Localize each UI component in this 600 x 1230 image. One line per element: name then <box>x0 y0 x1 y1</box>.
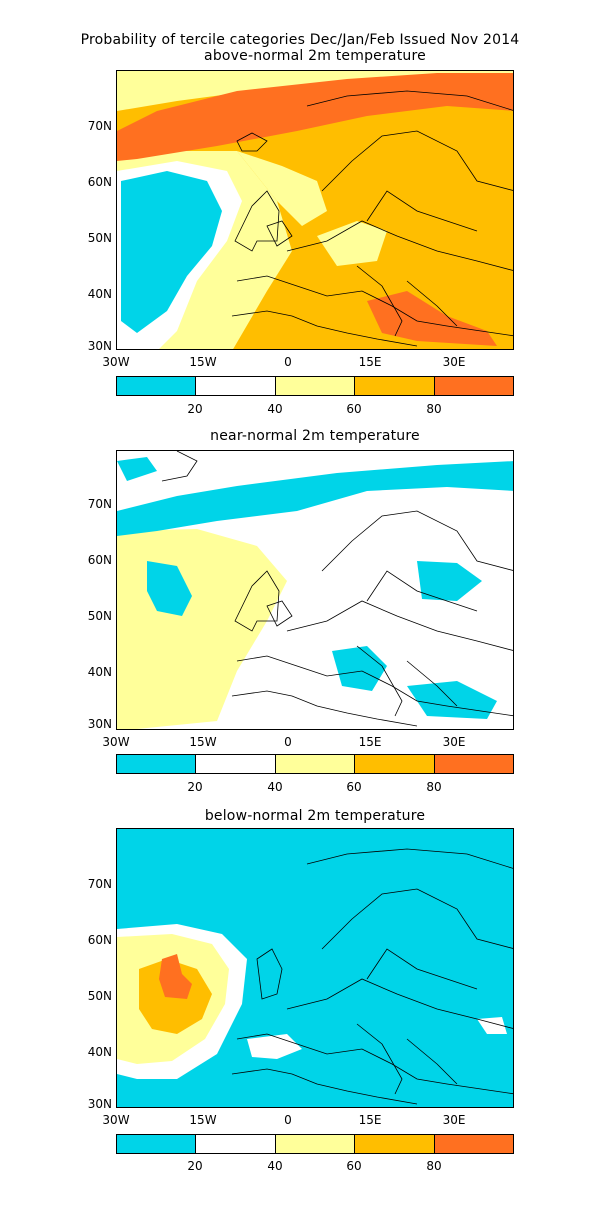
field-80-100-balkans <box>367 291 497 346</box>
lat-label-40n: 40N <box>87 287 112 301</box>
colorbar-segment-0-20 <box>117 1135 196 1153</box>
panel-title-above-normal: above-normal 2m temperature <box>204 48 426 64</box>
colorbar-label-80: 80 <box>426 780 442 794</box>
lat-label-30n: 30N <box>87 339 112 353</box>
colorbar-label-80: 80 <box>426 402 442 416</box>
colorbar-near-normal <box>116 754 514 774</box>
colorbar-segment-60-80 <box>354 755 434 773</box>
colorbar-segment-80-100 <box>433 755 514 773</box>
field-0-20-greenland <box>117 457 157 481</box>
field-0-20-east-med <box>407 681 497 719</box>
field-0-20-north-band <box>117 461 513 536</box>
panel-title-near-normal: near-normal 2m temperature <box>210 428 420 444</box>
lat-label-70n: 70N <box>87 119 112 133</box>
colorbar-label-20: 20 <box>187 402 203 416</box>
colorbar-label-60: 60 <box>346 780 362 794</box>
lon-label-30e: 30E <box>442 735 466 749</box>
colorbar-segment-0-20 <box>117 377 196 395</box>
map-above-normal <box>116 70 514 350</box>
coastlines <box>231 848 513 1105</box>
colorbar-label-40: 40 <box>267 780 283 794</box>
field-80-100-atlantic <box>159 954 192 999</box>
field-0-20-italy <box>332 646 387 691</box>
colorbar-label-20: 20 <box>187 1159 203 1173</box>
colorbar-label-80: 80 <box>426 1159 442 1173</box>
field-80-100-north-band <box>117 73 513 161</box>
colorbar-segment-20-40 <box>195 1135 275 1153</box>
figure-title: Probability of tercile categories Dec/Ja… <box>80 32 520 48</box>
colorbar-segment-80-100 <box>433 1135 514 1153</box>
lat-label-40n: 40N <box>87 665 112 679</box>
lon-label-15e: 15E <box>358 735 382 749</box>
coastlines <box>161 451 513 727</box>
lon-label-30w: 30W <box>102 1113 130 1127</box>
lon-label-15w: 15W <box>189 735 217 749</box>
colorbar-above-normal <box>116 376 514 396</box>
field-0-20-atlantic <box>121 171 222 333</box>
lon-label-15e: 15E <box>358 355 382 369</box>
map-near-normal <box>116 450 514 730</box>
map-below-normal <box>116 828 514 1108</box>
field-40-60-central <box>317 221 387 266</box>
lat-label-30n: 30N <box>87 1097 112 1111</box>
lon-label-0: 0 <box>284 735 292 749</box>
lon-label-15w: 15W <box>189 355 217 369</box>
coastlines <box>231 90 513 347</box>
colorbar-segment-20-40 <box>195 755 275 773</box>
colorbar-label-60: 60 <box>346 402 362 416</box>
lat-label-70n: 70N <box>87 497 112 511</box>
field-20-40-iberia <box>247 1034 302 1059</box>
lon-label-30w: 30W <box>102 355 130 369</box>
lat-label-50n: 50N <box>87 989 112 1003</box>
lon-label-30e: 30E <box>442 355 466 369</box>
colorbar-segment-40-60 <box>274 755 355 773</box>
lon-label-0: 0 <box>284 1113 292 1127</box>
field-0-20-atlantic-patch <box>147 561 192 616</box>
colorbar-segment-40-60 <box>274 377 355 395</box>
colorbar-label-40: 40 <box>267 402 283 416</box>
panel-title-below-normal: below-normal 2m temperature <box>204 808 426 824</box>
lon-label-30w: 30W <box>102 735 130 749</box>
field-40-60-uk <box>237 151 327 226</box>
lat-label-40n: 40N <box>87 1045 112 1059</box>
colorbar-segment-80-100 <box>433 377 514 395</box>
colorbar-label-20: 20 <box>187 780 203 794</box>
colorbar-segment-0-20 <box>117 755 196 773</box>
lat-label-60n: 60N <box>87 553 112 567</box>
colorbar-segment-40-60 <box>274 1135 355 1153</box>
field-0-20-baltic <box>417 561 482 601</box>
colorbar-segment-20-40 <box>195 377 275 395</box>
lat-label-30n: 30N <box>87 717 112 731</box>
lon-label-15w: 15W <box>189 1113 217 1127</box>
lon-label-30e: 30E <box>442 1113 466 1127</box>
colorbar-below-normal <box>116 1134 514 1154</box>
colorbar-segment-60-80 <box>354 1135 434 1153</box>
lon-label-0: 0 <box>284 355 292 369</box>
colorbar-segment-60-80 <box>354 377 434 395</box>
field-40-60-north <box>117 71 513 111</box>
lat-label-60n: 60N <box>87 175 112 189</box>
lat-label-70n: 70N <box>87 877 112 891</box>
lon-label-15e: 15E <box>358 1113 382 1127</box>
colorbar-label-60: 60 <box>346 1159 362 1173</box>
colorbar-label-40: 40 <box>267 1159 283 1173</box>
lat-label-60n: 60N <box>87 933 112 947</box>
lat-label-50n: 50N <box>87 609 112 623</box>
lat-label-50n: 50N <box>87 231 112 245</box>
